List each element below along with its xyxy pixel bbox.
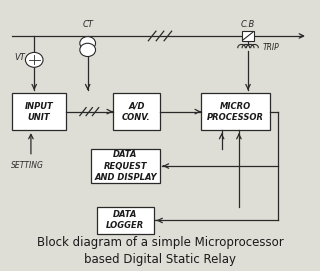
Bar	[12, 93, 66, 130]
Text: VT: VT	[14, 53, 25, 62]
Text: MICRO
PROCESSOR: MICRO PROCESSOR	[207, 102, 264, 122]
Bar	[201, 93, 270, 130]
Text: Block diagram of a simple Microprocessor
based Digital Static Relay: Block diagram of a simple Microprocessor…	[36, 235, 284, 266]
Bar	[91, 149, 160, 183]
Bar	[97, 207, 154, 234]
Circle shape	[80, 37, 96, 50]
Circle shape	[80, 43, 96, 57]
Text: INPUT
UNIT: INPUT UNIT	[25, 102, 53, 122]
Bar	[242, 31, 254, 41]
Circle shape	[25, 52, 43, 67]
Text: DATA
REQUEST
AND DISPLAY: DATA REQUEST AND DISPLAY	[94, 150, 157, 182]
Text: A/D
CONV.: A/D CONV.	[122, 102, 151, 122]
Text: SETTING: SETTING	[11, 161, 44, 170]
Text: TRIP: TRIP	[262, 43, 279, 52]
Text: C.B: C.B	[241, 20, 255, 28]
Bar	[113, 93, 160, 130]
Text: DATA
LOGGER: DATA LOGGER	[106, 210, 145, 231]
Text: CT: CT	[82, 20, 93, 29]
